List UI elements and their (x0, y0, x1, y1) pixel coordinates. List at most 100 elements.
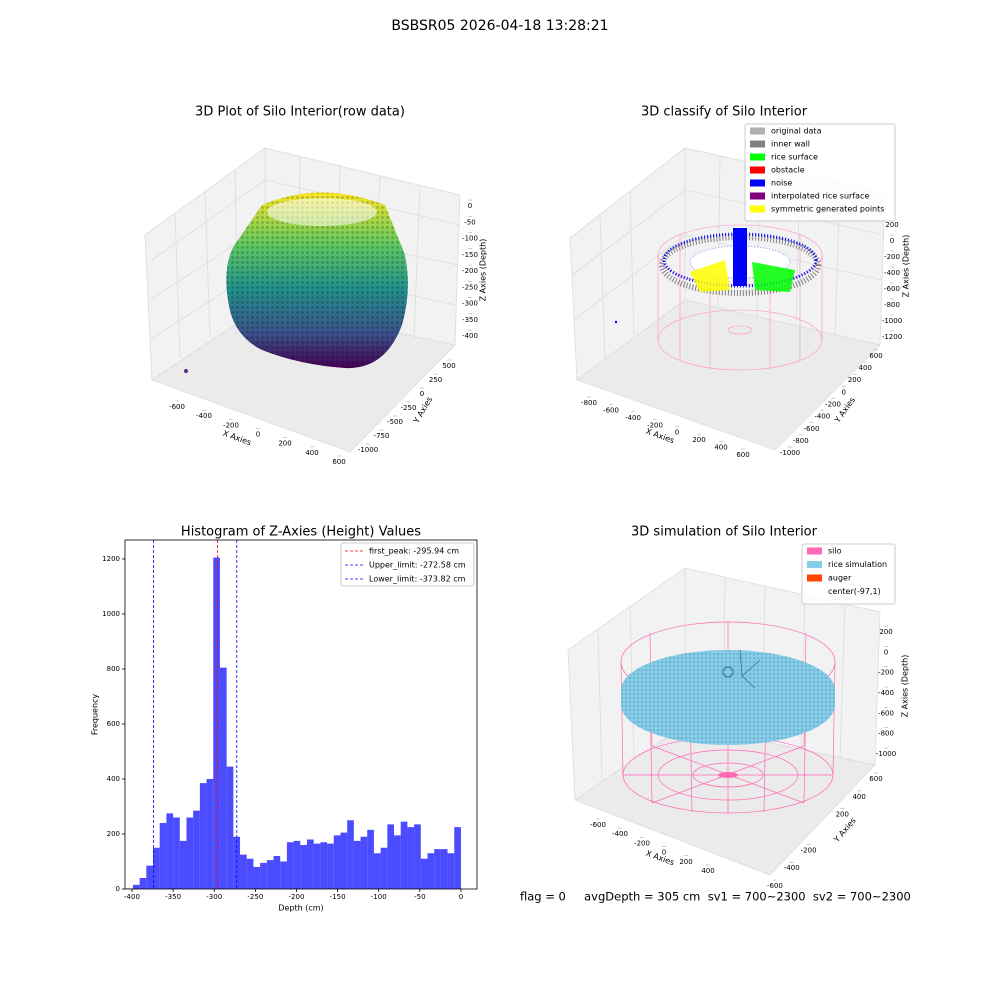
bar (414, 824, 421, 889)
plot-frame (124, 539, 478, 890)
x-tick-label: -150 (330, 893, 346, 901)
legend-label: first_peak: -295.94 cm (369, 547, 459, 556)
legend-swatch (807, 561, 822, 568)
y-tick-label: 800 (107, 665, 120, 673)
z-tick-label: 0 (468, 202, 472, 210)
z-axis-label: Z Axies (Depth) (901, 655, 910, 718)
z-tick-label: -200 (878, 669, 894, 677)
x-tick-label: 400 (714, 444, 727, 452)
x-tick-label: -200 (289, 893, 305, 901)
y-tick-label: -1000 (358, 446, 378, 454)
legend-box (801, 543, 896, 605)
z-tick-label: -400 (462, 332, 478, 340)
y-tick-label: 600 (869, 352, 882, 360)
y-tick-label: -400 (784, 864, 800, 872)
panel-2-points (614, 224, 823, 371)
bar (146, 865, 154, 889)
z-tick-label: -1000 (882, 317, 902, 325)
bar (427, 853, 435, 889)
bar (440, 849, 448, 889)
y-tick-label: 600 (107, 720, 120, 728)
z-tick-label: 200 (885, 221, 898, 229)
y-tick-label: 1200 (102, 555, 120, 563)
bar (219, 667, 227, 889)
z-tick-label: 0 (890, 237, 894, 245)
bar (286, 842, 294, 889)
y-tick-label: 0 (842, 388, 846, 396)
x-tick-label: 200 (679, 858, 692, 866)
x-tick-label: -400 (124, 893, 140, 901)
x-tick-label: 400 (305, 449, 318, 457)
legend-swatch (807, 547, 822, 555)
y-tick-label: -1000 (780, 449, 800, 457)
y-tick-label: -400 (814, 413, 830, 421)
bar (394, 835, 401, 889)
panel-1-points (184, 192, 408, 373)
z-tick-label: -800 (878, 730, 894, 738)
bar (193, 810, 200, 889)
z-tick-label: -400 (884, 269, 900, 277)
legend-swatch (750, 192, 765, 200)
bar (280, 861, 287, 889)
y-tick-label: 0 (116, 885, 120, 893)
x-tick-label: -800 (581, 399, 597, 407)
bar (333, 835, 341, 889)
y-tick-label: 600 (869, 775, 882, 783)
chart-title: Histogram of Z-Axies (Height) Values (181, 525, 421, 540)
legend-label: center(-97,1) (828, 587, 881, 596)
bar (226, 766, 234, 889)
y-tick-label: 400 (859, 364, 872, 372)
legend-label: original data (771, 127, 822, 136)
legend-swatch (750, 127, 765, 135)
x-tick-label: -400 (196, 412, 212, 420)
y-tick-label: -200 (801, 846, 817, 854)
legend-label: inner wall (771, 140, 810, 149)
panel-title: 3D simulation of Silo Interior (631, 525, 818, 540)
bar (179, 840, 187, 889)
z-tick-label: -50 (464, 218, 475, 226)
x-tick-label: 200 (692, 436, 705, 444)
y-tick-label: -250 (401, 404, 417, 412)
z-tick-label: 0 (884, 648, 888, 656)
z-axis-label: Z Axies (Depth) (479, 239, 488, 302)
bar (293, 840, 301, 889)
legend-label: obstacle (771, 166, 805, 175)
legend-swatch (750, 179, 765, 187)
legend-box (340, 542, 475, 587)
legend-label: Lower_limit: -373.82 cm (369, 575, 466, 584)
z-tick-label: -250 (462, 283, 478, 291)
bar (166, 813, 174, 889)
x-tick-label: 0 (256, 431, 260, 439)
legend-label: rice simulation (828, 560, 887, 569)
x-axis-label: X Axies (222, 429, 253, 448)
bar (313, 843, 321, 889)
z-tick-label: -600 (878, 709, 894, 717)
bar (273, 855, 281, 889)
bar (387, 824, 395, 889)
bar (367, 829, 374, 889)
legend-label: silo (828, 547, 842, 556)
bar (246, 858, 254, 889)
x-tick-label: -50 (414, 893, 425, 901)
x-tick-label: -200 (647, 421, 663, 429)
bar (159, 822, 167, 889)
x-axis-label: X Axies (645, 849, 676, 868)
x-tick-label: -200 (223, 421, 239, 429)
bar (327, 843, 334, 889)
x-tick-label: 0 (662, 849, 666, 857)
bar (266, 860, 274, 889)
x-tick-label: -200 (634, 839, 650, 847)
bar (400, 821, 408, 889)
z-axis-label: Z Axies (Depth) (902, 235, 911, 298)
bar (447, 853, 455, 889)
z-tick-label: -600 (884, 285, 900, 293)
y-tick-label: 400 (107, 775, 120, 783)
x-tick-label: 400 (701, 867, 714, 875)
bar (360, 836, 368, 889)
legend-label: auger (828, 574, 852, 583)
legend-label: interpolated rice surface (771, 192, 869, 201)
z-tick-label: -350 (462, 316, 478, 324)
z-tick-label: -1200 (882, 333, 902, 341)
bar (139, 877, 147, 889)
